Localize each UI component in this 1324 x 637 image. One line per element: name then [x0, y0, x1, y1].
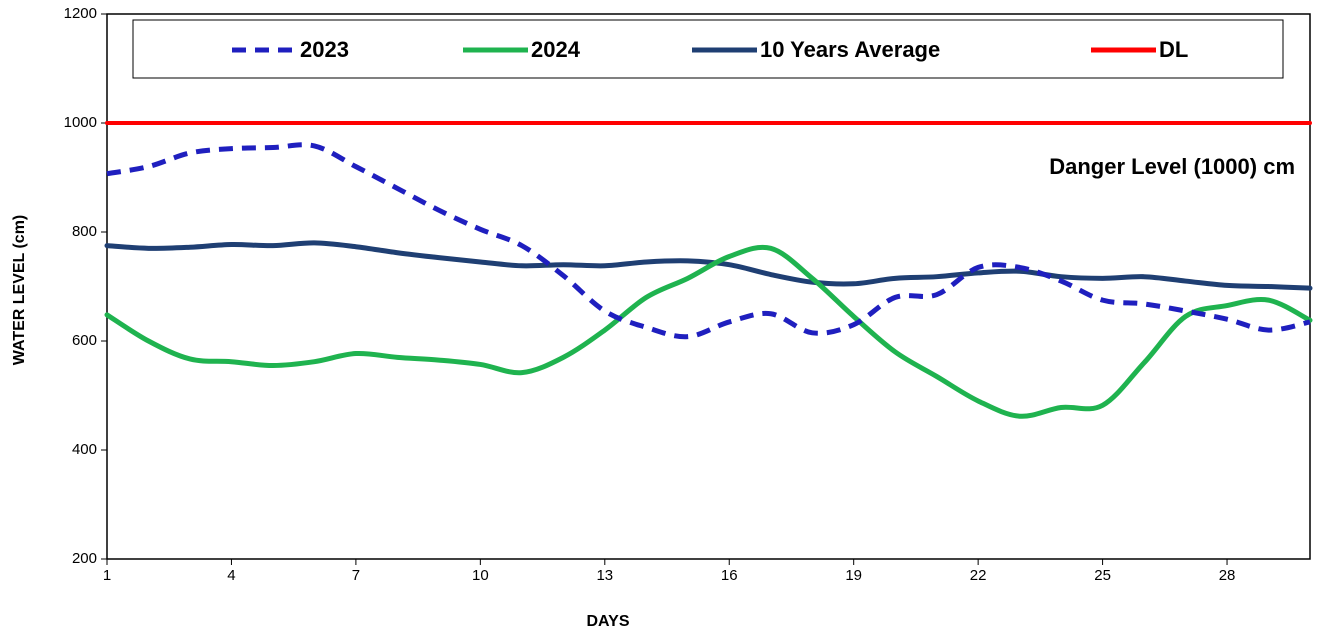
x-tick-label: 4	[227, 567, 235, 584]
series-line	[104, 240, 1313, 291]
x-tick-label: 28	[1219, 567, 1236, 584]
y-tick-label: 200	[72, 550, 97, 567]
x-tick-label: 16	[721, 567, 738, 584]
legend-item: 2024	[463, 37, 581, 62]
legend-label: 2023	[300, 37, 349, 62]
legend-label: 10 Years Average	[760, 37, 940, 62]
x-tick-label: 22	[970, 567, 987, 584]
y-tick-label: 600	[72, 332, 97, 349]
y-tick-label: 1200	[64, 5, 97, 22]
legend-item: DL	[1091, 37, 1188, 62]
x-tick-label: 19	[845, 567, 862, 584]
y-tick-label: 400	[72, 441, 97, 458]
y-tick-label: 1000	[64, 114, 97, 131]
x-tick-label: 25	[1094, 567, 1111, 584]
series-line	[106, 142, 1311, 340]
x-tick-label: 10	[472, 567, 489, 584]
x-tick-label: 13	[596, 567, 613, 584]
y-tick-label: 800	[72, 223, 97, 240]
legend-label: DL	[1159, 37, 1188, 62]
legend-item: 10 Years Average	[692, 37, 940, 62]
legend-label: 2024	[531, 37, 581, 62]
y-axis-title: WATER LEVEL (cm)	[11, 215, 28, 366]
legend-item: 2023	[232, 37, 349, 62]
series-line	[104, 244, 1313, 419]
annotation: Danger Level (1000) cm	[1049, 154, 1295, 179]
x-tick-label: 1	[103, 567, 111, 584]
x-axis-title: DAYS	[587, 613, 630, 630]
plot-frame	[106, 13, 1311, 560]
x-tick-label: 7	[352, 567, 360, 584]
